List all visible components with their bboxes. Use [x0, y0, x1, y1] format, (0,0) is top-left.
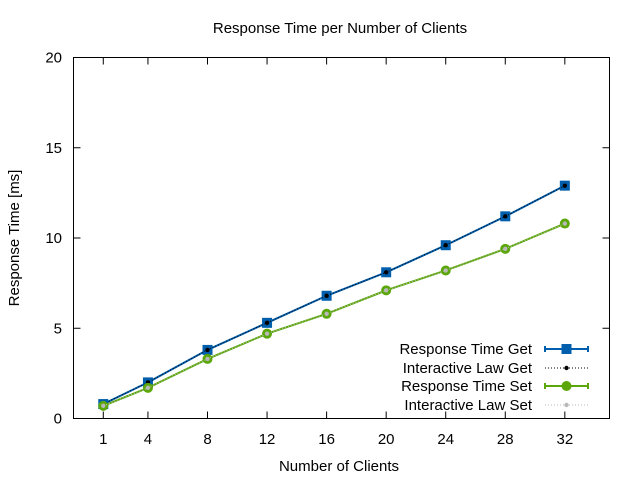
x-tick-label: 4 — [144, 431, 152, 448]
x-axis-label: Number of Clients — [279, 458, 399, 475]
x-tick-label: 32 — [556, 431, 573, 448]
data-point — [324, 311, 329, 317]
x-tick-label: 24 — [437, 431, 454, 448]
legend-marker — [561, 344, 572, 354]
x-tick-label: 8 — [203, 431, 211, 448]
data-point — [503, 214, 508, 219]
data-point — [205, 347, 210, 353]
legend: Response Time Get Interactive Law GetResp… — [399, 341, 589, 414]
x-tick-label: 1 — [99, 431, 107, 448]
data-point — [443, 268, 448, 273]
x-tick-label: 20 — [378, 431, 395, 448]
chart-title: Response Time per Number of Clients — [213, 20, 467, 37]
legend-label: Response Time Set — [401, 378, 533, 395]
series-layer — [98, 180, 570, 411]
data-point — [324, 293, 329, 298]
legend-marker — [564, 402, 569, 408]
y-tick-label: 5 — [54, 320, 62, 337]
x-axis: 1 4 8 12 16 20 24 28 32 — [99, 57, 573, 448]
legend-label: Interactive Law Set — [404, 397, 532, 414]
legend-item: Response Time Set — [401, 378, 589, 395]
legend-item: Interactive Law Set — [404, 397, 588, 414]
y-axis: 0 5 10 15 20 — [45, 50, 610, 428]
x-tick-label: 12 — [259, 431, 276, 448]
data-point — [443, 243, 448, 248]
data-point — [264, 331, 270, 336]
y-tick-label: 10 — [45, 230, 62, 247]
y-tick-label: 20 — [45, 50, 62, 67]
series-interactive-law-set — [101, 221, 568, 409]
x-tick-label: 28 — [497, 431, 514, 448]
y-tick-label: 0 — [54, 411, 62, 428]
legend-marker — [561, 381, 572, 391]
data-point — [264, 320, 270, 326]
legend-marker — [564, 365, 569, 371]
data-point — [383, 288, 389, 293]
legend-label: Interactive Law Get — [403, 360, 533, 377]
data-point — [145, 385, 151, 391]
series-line — [103, 185, 566, 405]
y-axis-label: Response Time [ms] — [6, 170, 23, 307]
data-point — [101, 403, 106, 409]
data-point — [562, 221, 568, 226]
x-tick-label: 16 — [318, 431, 335, 448]
data-point — [503, 246, 508, 252]
data-point — [562, 183, 568, 188]
y-tick-label: 15 — [45, 140, 62, 157]
legend-label: Response Time Get — [399, 341, 532, 358]
data-point — [383, 270, 389, 275]
data-point — [205, 356, 210, 362]
legend-item: Interactive Law Get — [403, 360, 588, 377]
legend-item: Response Time Get — [399, 341, 589, 358]
